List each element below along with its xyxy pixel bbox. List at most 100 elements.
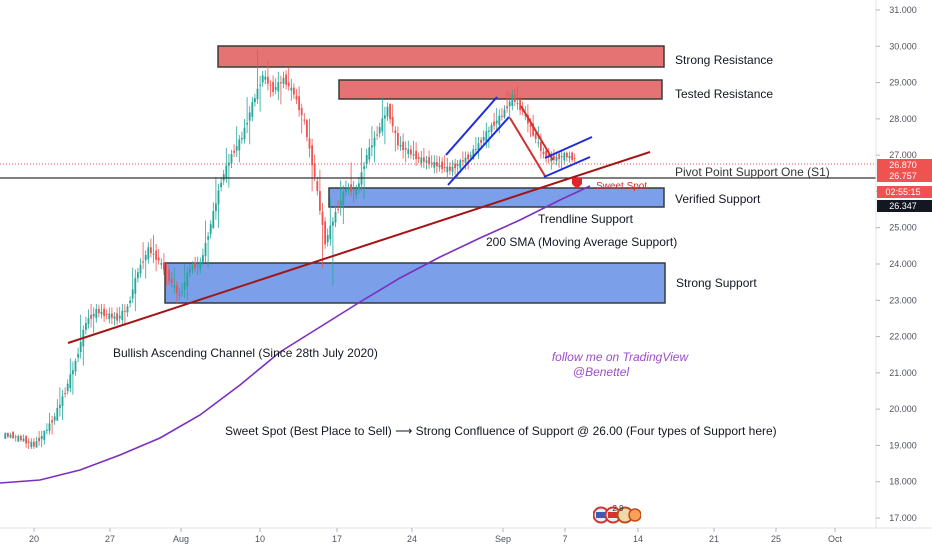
- ascending-trendline[interactable]: [67, 151, 651, 344]
- y-tick-label: 17.000: [889, 513, 917, 523]
- candle-body: [274, 87, 277, 90]
- candle-body: [409, 149, 412, 155]
- verified-support-zone[interactable]: [328, 187, 665, 208]
- candle-body: [53, 416, 56, 421]
- candle-body: [399, 144, 402, 147]
- candle-body: [35, 441, 38, 448]
- candle-body: [165, 271, 168, 273]
- candle-body: [97, 308, 100, 314]
- candle-body: [22, 438, 25, 442]
- candle-body: [233, 150, 236, 153]
- candle-body: [162, 262, 165, 271]
- candle-body: [435, 162, 438, 167]
- reaction-badges[interactable]: 2 9: [592, 503, 642, 525]
- candle-body: [134, 278, 137, 294]
- candle-body: [6, 432, 9, 437]
- candle-body: [259, 84, 262, 86]
- candle-body: [381, 118, 384, 132]
- candle-body: [173, 285, 176, 288]
- candle-body: [123, 310, 126, 312]
- x-tick-label: 14: [633, 534, 643, 544]
- sma-200-line[interactable]: [0, 185, 591, 484]
- candle-body: [14, 436, 17, 438]
- candle-body: [251, 102, 254, 117]
- candle-body: [149, 247, 152, 254]
- candle-body: [303, 119, 306, 121]
- x-tick-label: 24: [407, 534, 417, 544]
- candle-body: [4, 432, 7, 439]
- candle-body: [248, 112, 251, 121]
- candle-body: [539, 142, 542, 151]
- rising-channel-lower[interactable]: [447, 116, 510, 186]
- candle-body: [565, 152, 568, 158]
- candle-body: [396, 133, 399, 146]
- candle-body: [324, 221, 327, 245]
- candle-body: [230, 154, 233, 164]
- candle-body: [69, 374, 72, 389]
- candle-body: [563, 152, 566, 161]
- x-tick-label: 7: [562, 534, 567, 544]
- candle-body: [277, 82, 280, 92]
- strong-resistance-zone[interactable]: [217, 45, 665, 68]
- candle-body: [264, 76, 267, 80]
- candle-body: [144, 254, 147, 261]
- candle-body: [188, 268, 191, 273]
- candle-body: [386, 106, 389, 117]
- candle-body: [519, 99, 522, 111]
- candle-body: [464, 157, 467, 163]
- candle-body: [552, 155, 555, 160]
- candle-body: [217, 190, 220, 205]
- flag-upper[interactable]: [544, 136, 593, 159]
- tested-resistance-label: Tested Resistance: [675, 87, 773, 101]
- tested-resistance-zone[interactable]: [338, 79, 663, 100]
- candle-body: [58, 404, 61, 408]
- candle-body: [116, 313, 119, 321]
- candle-body: [84, 323, 87, 330]
- candle-body: [534, 133, 537, 139]
- candle-body: [74, 360, 77, 372]
- flag-lower[interactable]: [543, 156, 591, 178]
- candle-body: [139, 264, 142, 274]
- falling-channel-lower[interactable]: [509, 117, 546, 177]
- candle-body: [131, 289, 134, 299]
- candle-body: [118, 315, 121, 319]
- candle-body: [220, 182, 223, 188]
- time-axis[interactable]: 20 27 Aug 10 17 24 Sep 7 14 21 25 Oct: [0, 527, 932, 544]
- candle-body: [61, 396, 64, 406]
- candle-body: [238, 139, 241, 151]
- candle-body: [256, 88, 259, 100]
- candle-body: [417, 156, 420, 159]
- candle-body: [524, 114, 527, 116]
- candle-body: [498, 115, 501, 126]
- candle-body: [407, 149, 410, 155]
- pivot-price-tag: [877, 170, 932, 182]
- candle-body: [508, 101, 511, 107]
- candle-body: [391, 117, 394, 127]
- y-tick-label: 29.000: [889, 78, 917, 88]
- verified-support-label: Verified Support: [675, 192, 761, 206]
- candle-body: [378, 127, 381, 134]
- candle-body: [321, 211, 324, 225]
- y-tick-label: 18.000: [889, 477, 917, 487]
- candle-body: [225, 165, 228, 179]
- candle-body: [568, 155, 571, 159]
- rising-channel-upper[interactable]: [445, 96, 498, 156]
- candle-body: [425, 160, 428, 163]
- sweet-spot-marker[interactable]: [572, 178, 582, 189]
- candle-body: [214, 203, 217, 212]
- candle-body: [334, 212, 337, 223]
- candle-body: [412, 154, 415, 156]
- candle-body: [253, 98, 256, 103]
- candle-body: [108, 313, 111, 320]
- price-axis[interactable]: 17.000 18.000 19.000 20.000 21.000 22.000 23.0…: [875, 0, 917, 528]
- strong-support-zone[interactable]: [164, 262, 666, 304]
- candle-body: [487, 130, 490, 132]
- candle-body: [212, 211, 215, 229]
- falling-channel-upper[interactable]: [520, 105, 554, 161]
- candle-body: [87, 318, 90, 325]
- candle-body: [282, 77, 285, 84]
- candle-body: [446, 166, 449, 173]
- x-tick-label: 20: [29, 534, 39, 544]
- candle-body: [415, 150, 418, 160]
